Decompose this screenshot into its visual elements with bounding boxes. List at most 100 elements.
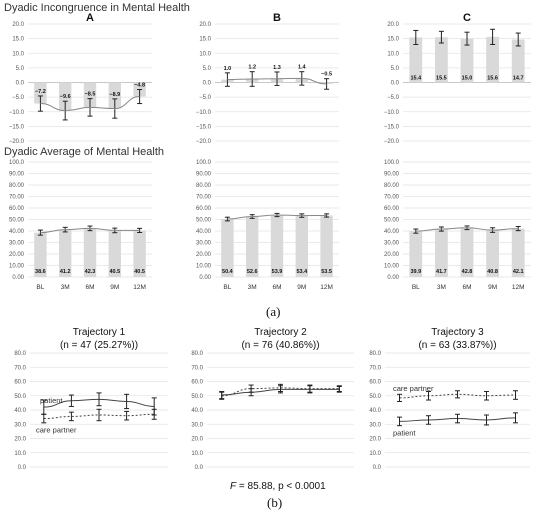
- f-statistic-symbol: F: [230, 481, 237, 492]
- y-tick-label: 0.00: [387, 275, 399, 281]
- x-tick-label: BL: [223, 284, 231, 291]
- data-label: −4.8: [134, 83, 145, 89]
- bar: [435, 229, 448, 277]
- y-tick-label: 50.00: [196, 218, 212, 224]
- y-tick-label: 0.0: [18, 465, 27, 471]
- series-label: care partner: [36, 426, 77, 435]
- data-label: 53.4: [296, 269, 308, 275]
- bar: [59, 229, 72, 277]
- data-label: −8.5: [85, 92, 96, 98]
- y-tick-label: 70.00: [384, 195, 400, 201]
- x-tick-label: 12M: [512, 284, 525, 291]
- bar: [83, 228, 97, 277]
- y-tick-label: 10.0: [387, 51, 399, 57]
- data-label: 53.5: [321, 269, 332, 275]
- y-tick-label: 60.0: [191, 380, 203, 386]
- x-tick-label: 3M: [61, 284, 70, 291]
- bar: [34, 82, 47, 104]
- bar: [221, 219, 234, 277]
- y-tick-label: 30.0: [14, 422, 26, 428]
- data-label: 40.5: [134, 269, 145, 275]
- y-tick-label: 60.0: [369, 380, 381, 386]
- bar: [486, 230, 499, 277]
- y-tick-label: 20.00: [384, 252, 400, 258]
- data-label: 15.6: [487, 76, 498, 82]
- y-tick-label: −15.0: [384, 124, 400, 130]
- x-tick-label: 9M: [488, 284, 497, 291]
- bar: [108, 82, 121, 109]
- y-tick-label: 30.0: [191, 422, 203, 428]
- y-tick-label: 90.00: [9, 172, 25, 178]
- y-tick-label: 15.0: [199, 37, 211, 43]
- data-label: 40.8: [487, 269, 498, 275]
- y-tick-label: −5.0: [199, 95, 212, 101]
- bar: [486, 36, 499, 83]
- x-tick-label: 9M: [110, 284, 119, 291]
- series-label: patient: [393, 428, 416, 437]
- y-tick-label: 5.0: [391, 66, 400, 72]
- bar: [460, 227, 474, 277]
- data-label: 53.9: [272, 269, 283, 275]
- y-tick-label: −10.0: [384, 110, 400, 116]
- y-tick-label: 80.00: [9, 183, 25, 189]
- y-tick-label: 0.0: [16, 81, 25, 87]
- chart-title: Trajectory 2: [254, 327, 307, 338]
- bar: [409, 37, 423, 83]
- y-tick-label: 0.00: [12, 275, 24, 281]
- bar: [270, 215, 284, 277]
- chart-subtitle: (n = 76 (40.86%)): [241, 340, 319, 351]
- y-tick-label: 20.0: [191, 437, 203, 443]
- caption-a: (a): [266, 304, 281, 319]
- y-tick-label: 40.00: [384, 229, 400, 235]
- y-tick-label: 20.0: [199, 22, 211, 28]
- data-label: 42.8: [462, 269, 473, 275]
- y-tick-label: 15.0: [387, 37, 399, 43]
- y-tick-label: 10.0: [199, 51, 211, 57]
- y-tick-label: 30.00: [196, 241, 212, 247]
- panel-title: B: [273, 12, 281, 24]
- series-label: patient: [40, 396, 63, 405]
- y-tick-label: −20.0: [9, 139, 25, 145]
- y-tick-label: −15.0: [9, 124, 25, 130]
- y-tick-label: 10.0: [12, 51, 24, 57]
- x-tick-label: 6M: [272, 284, 281, 291]
- bar: [409, 231, 423, 277]
- data-label: 14.7: [513, 76, 524, 82]
- y-tick-label: 70.0: [191, 365, 203, 371]
- x-tick-label: 3M: [437, 284, 446, 291]
- data-label: 15.4: [410, 76, 422, 82]
- data-label: 42.1: [513, 269, 524, 275]
- bar: [108, 230, 121, 277]
- f-statistic-value: = 85.88, p < 0.0001: [236, 481, 326, 492]
- y-tick-label: 5.0: [16, 66, 25, 72]
- y-tick-label: −5.0: [12, 95, 25, 101]
- y-tick-label: 10.0: [369, 451, 381, 457]
- bar: [320, 215, 333, 277]
- y-tick-label: 10.00: [9, 264, 25, 270]
- data-label: −7.2: [35, 89, 46, 95]
- y-tick-label: −5.0: [387, 95, 400, 101]
- data-label: 39.9: [410, 269, 421, 275]
- data-label: 42.3: [85, 269, 96, 275]
- y-tick-label: 80.0: [369, 351, 381, 357]
- bar: [34, 232, 47, 277]
- x-tick-label: 9M: [297, 284, 306, 291]
- bar: [511, 39, 525, 83]
- y-tick-label: 20.0: [369, 437, 381, 443]
- y-tick-label: 70.00: [196, 195, 212, 201]
- y-tick-label: 30.0: [369, 422, 381, 428]
- chart-title: Trajectory 3: [431, 327, 484, 338]
- series-line: [43, 413, 155, 420]
- y-tick-label: 70.0: [369, 365, 381, 371]
- x-tick-label: 12M: [133, 284, 146, 291]
- data-label: 1.4: [298, 65, 307, 71]
- chart-subtitle: (n = 63 (33.87%)): [418, 340, 496, 351]
- y-tick-label: 30.00: [9, 241, 25, 247]
- f-statistic: F = 85.88, p < 0.0001: [230, 481, 326, 492]
- trend-line: [227, 214, 327, 220]
- data-label: 52.6: [247, 269, 258, 275]
- series-line: [221, 387, 340, 397]
- y-tick-label: 60.00: [9, 206, 25, 212]
- data-label: 1.3: [273, 65, 281, 71]
